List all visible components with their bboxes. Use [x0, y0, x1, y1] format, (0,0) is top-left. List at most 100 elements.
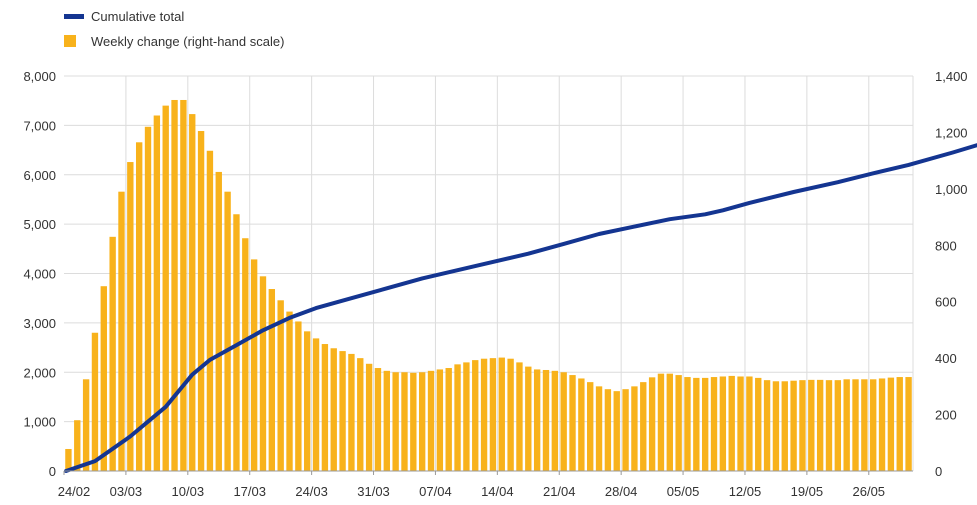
weekly-change-bar	[153, 115, 161, 471]
right-axis-tick-label: 600	[935, 295, 957, 310]
weekly-change-bar	[781, 381, 788, 471]
cumulative-line-group	[64, 143, 977, 473]
weekly-change-bar	[587, 382, 594, 472]
left-axis-tick-label: 2,000	[23, 365, 56, 380]
left-axis-tick-label: 5,000	[23, 217, 56, 232]
x-axis-tick-label: 14/04	[481, 484, 514, 499]
left-axis-tick-label: 4,000	[23, 267, 56, 282]
weekly-change-bar	[74, 420, 81, 471]
weekly-change-bar	[91, 332, 99, 471]
x-axis-tick-label: 28/04	[605, 484, 638, 499]
legend-swatch-bars	[64, 35, 76, 47]
weekly-change-bar	[454, 364, 461, 471]
weekly-change-bar	[816, 379, 824, 471]
legend-label-cumulative: Cumulative total	[91, 9, 184, 24]
weekly-change-bar	[401, 372, 408, 471]
weekly-change-bar	[790, 380, 797, 471]
weekly-change-bar	[427, 370, 435, 471]
weekly-change-bar	[631, 386, 638, 471]
weekly-change-bar	[480, 358, 488, 471]
weekly-change-bar	[374, 368, 382, 471]
weekly-change-bar	[357, 358, 364, 471]
weekly-change-bar	[763, 380, 771, 471]
weekly-change-bar	[100, 286, 107, 471]
weekly-change-bar	[339, 351, 346, 471]
weekly-change-bar	[392, 372, 399, 471]
weekly-change-bar	[445, 368, 452, 471]
weekly-change-bar	[693, 377, 700, 471]
weekly-change-bar	[896, 377, 903, 471]
weekly-change-bar	[746, 376, 753, 471]
weekly-change-bar	[321, 344, 329, 471]
left-axis-tick-label: 3,000	[23, 316, 56, 331]
weekly-change-bar	[418, 372, 426, 471]
weekly-change-bar	[675, 375, 682, 471]
weekly-change-bar	[604, 389, 612, 471]
weekly-change-bar	[595, 386, 603, 471]
weekly-change-bar	[533, 369, 541, 471]
weekly-change-bar	[622, 389, 629, 471]
weekly-change-bar	[259, 276, 267, 471]
weekly-change-bar	[295, 321, 302, 471]
weekly-change-bar	[197, 131, 205, 471]
weekly-change-bar	[701, 377, 709, 471]
weekly-change-bar	[304, 331, 311, 471]
weekly-change-bars	[65, 99, 912, 472]
weekly-change-bar	[65, 448, 72, 471]
x-axis-tick-label: 21/04	[543, 484, 576, 499]
weekly-change-bar	[808, 379, 815, 471]
weekly-change-bar	[905, 377, 912, 471]
weekly-change-bar	[277, 300, 284, 471]
weekly-change-bar	[825, 380, 833, 471]
left-axis-tick-label: 0	[49, 464, 56, 479]
legend: Cumulative total Weekly change (right-ha…	[64, 9, 284, 49]
weekly-change-bar	[861, 379, 868, 471]
weekly-change-bar	[171, 99, 178, 471]
right-axis-tick-label: 200	[935, 408, 957, 423]
weekly-change-bar	[507, 358, 514, 471]
weekly-change-bar	[436, 369, 444, 471]
weekly-change-bar	[799, 380, 806, 471]
x-axis-tick-label: 05/05	[667, 484, 700, 499]
weekly-change-bar	[144, 126, 152, 471]
axes: 0 1,000 2,000 3,000 4,000 5,000 6,000 7,000 8,00…	[23, 69, 967, 499]
weekly-change-bar	[472, 360, 479, 471]
x-axis-tick-label: 24/03	[295, 484, 328, 499]
right-axis-tick-label: 800	[935, 238, 957, 253]
weekly-change-bar	[330, 348, 337, 471]
right-axis-tick-label: 1,200	[935, 125, 968, 140]
weekly-change-bar	[233, 214, 240, 471]
weekly-change-bar	[640, 382, 647, 472]
cumulative-total-line	[64, 143, 977, 473]
weekly-change-bar	[463, 362, 470, 472]
weekly-change-bar	[180, 99, 187, 471]
left-axis-tick-label: 1,000	[23, 415, 56, 430]
weekly-change-bar	[710, 377, 718, 471]
weekly-change-bar	[772, 381, 780, 471]
x-axis-tick-label: 26/05	[853, 484, 886, 499]
weekly-change-bar	[162, 105, 169, 472]
weekly-change-bar	[516, 362, 523, 472]
weekly-change-bar	[613, 391, 620, 471]
weekly-change-bar	[118, 191, 125, 471]
weekly-change-bar	[489, 358, 497, 471]
weekly-change-bar	[242, 238, 249, 471]
weekly-change-bar	[870, 379, 877, 471]
left-axis-tick-label: 8,000	[23, 69, 56, 84]
weekly-change-bar	[286, 311, 293, 471]
x-axis-tick-label: 07/04	[419, 484, 452, 499]
weekly-change-bar	[648, 377, 656, 471]
weekly-change-bar	[852, 379, 859, 471]
weekly-change-bar	[498, 357, 505, 471]
x-axis-tick-label: 31/03	[357, 484, 390, 499]
x-axis-tick-label: 12/05	[729, 484, 762, 499]
weekly-change-bar	[843, 379, 850, 471]
weekly-change-bar	[215, 171, 222, 471]
weekly-change-bar	[684, 377, 691, 471]
weekly-change-bar	[525, 366, 532, 471]
weekly-change-bar	[834, 380, 842, 471]
weekly-change-bar	[569, 375, 576, 471]
right-axis-tick-label: 1,400	[935, 69, 968, 84]
